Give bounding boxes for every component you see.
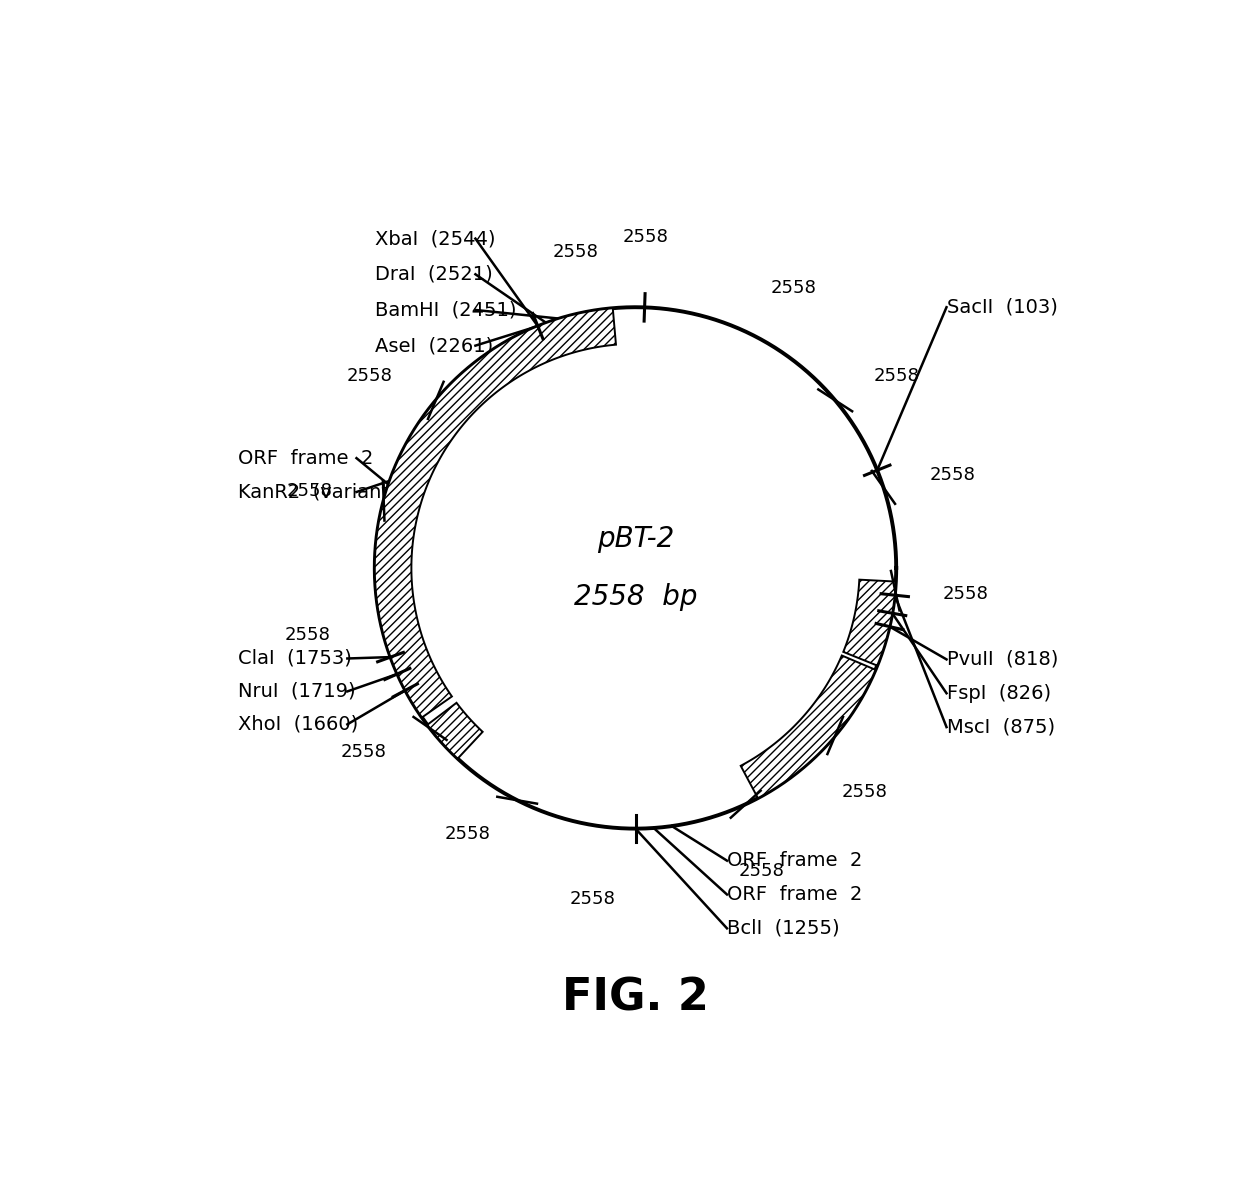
Text: 2558: 2558 — [739, 861, 785, 880]
Text: SacII  (103): SacII (103) — [946, 298, 1058, 317]
Text: 2558: 2558 — [286, 481, 332, 499]
Text: ORF  frame  2: ORF frame 2 — [727, 885, 862, 904]
Polygon shape — [740, 656, 875, 798]
Text: MscI  (875): MscI (875) — [946, 718, 1055, 737]
Text: 2558: 2558 — [929, 467, 975, 485]
Text: XbaI  (2544): XbaI (2544) — [374, 229, 495, 248]
Text: 2558: 2558 — [942, 584, 988, 604]
Text: ClaI  (1753): ClaI (1753) — [238, 649, 351, 668]
Text: AseI  (2261): AseI (2261) — [374, 336, 494, 355]
Text: KanR2  (variant): KanR2 (variant) — [238, 482, 397, 501]
Text: 2558: 2558 — [771, 279, 817, 297]
Text: DraI  (2521): DraI (2521) — [374, 265, 492, 284]
Text: 2558: 2558 — [340, 742, 386, 762]
Text: PvuII  (818): PvuII (818) — [946, 650, 1058, 669]
Text: pBT-2: pBT-2 — [596, 525, 675, 552]
Text: XhoI  (1660): XhoI (1660) — [238, 715, 358, 734]
Text: ORF  frame  2: ORF frame 2 — [727, 851, 862, 870]
Text: FIG. 2: FIG. 2 — [562, 977, 709, 1019]
Text: 2558: 2558 — [622, 228, 668, 246]
Text: 2558: 2558 — [570, 890, 616, 908]
Polygon shape — [843, 580, 895, 665]
Text: 2558: 2558 — [842, 783, 888, 801]
Text: BamHI  (2451): BamHI (2451) — [374, 301, 516, 320]
Text: 2558: 2558 — [552, 242, 598, 260]
Text: 2558  bp: 2558 bp — [574, 583, 697, 611]
Text: 2558: 2558 — [874, 367, 920, 385]
Text: FspI  (826): FspI (826) — [946, 684, 1050, 703]
Text: ORF  frame  2: ORF frame 2 — [238, 449, 373, 468]
Text: NruI  (1719): NruI (1719) — [238, 682, 355, 701]
Polygon shape — [428, 703, 482, 759]
Text: 2558: 2558 — [347, 367, 393, 385]
Text: 2558: 2558 — [445, 826, 491, 843]
Polygon shape — [374, 308, 616, 718]
Text: BclI  (1255): BclI (1255) — [727, 918, 839, 937]
Text: 2558: 2558 — [284, 626, 330, 644]
